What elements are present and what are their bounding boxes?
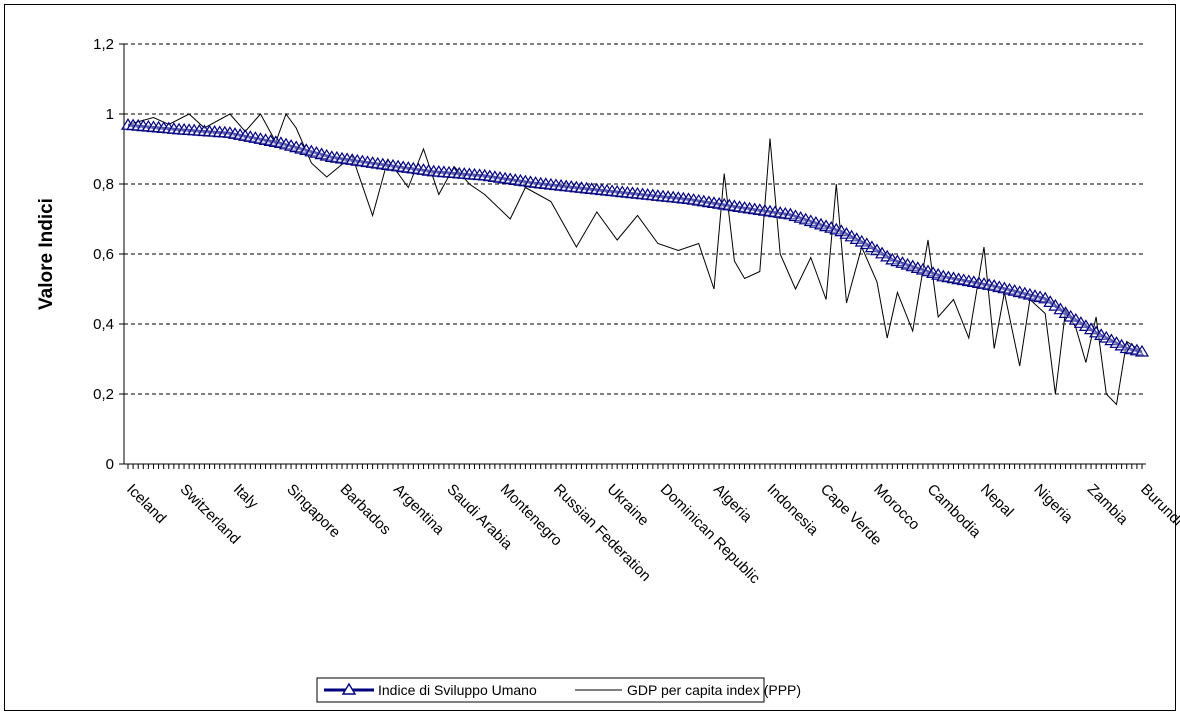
x-tick-label: Nigeria [1030,481,1076,527]
legend-entry-hdi: Indice di Sviluppo Umano [324,682,537,698]
legend-triangle-icon [341,682,357,695]
legend-entry-gdp: GDP per capita index (PPP) [575,682,801,698]
x-tick-label: Italy [230,481,262,513]
legend-box [316,677,765,703]
x-tick-label: Iceland [123,481,169,527]
y-tick-label: 0 [106,456,114,473]
axes [119,43,1146,469]
gdp-line [127,112,1143,406]
x-tick-label: Burundi [1137,481,1180,530]
chart-border [4,4,1176,711]
x-tick-label: Zambia [1084,481,1132,529]
y-tick-label: 0,8 [93,176,114,193]
x-tick-label: Russian Federation [550,481,654,585]
x-tick-label: Ukraine [603,481,652,530]
y-tick-label: 1,2 [93,36,114,53]
x-tick-label: Dominican Republic [657,481,764,588]
x-tick-label: Cambodia [924,481,985,542]
grid-lines [124,43,1146,395]
x-tick-label: Singapore [283,481,343,541]
y-tick-label: 1 [106,106,114,123]
legend-gdp-label: GDP per capita index (PPP) [627,682,801,698]
y-tick-label: 0,6 [93,246,114,263]
gdp-series [127,112,1143,406]
hdi-marker [1134,344,1150,357]
hdi-series [120,118,1150,357]
x-tick-label: Nepal [977,481,1017,521]
x-tick-label: Algeria [710,481,756,527]
x-tick-label: Morocco [870,481,923,534]
x-tick-label: Barbados [337,481,394,538]
y-tick-label: 0,4 [93,316,114,333]
hdi-marker [1104,333,1119,346]
legend-hdi-label: Indice di Sviluppo Umano [378,682,537,698]
x-tick-label: Argentina [390,481,448,539]
hdi-line [127,123,1143,354]
legend: Indice di Sviluppo Umano GDP per capita … [316,677,801,703]
x-tick-label: Indonesia [764,481,822,539]
y-axis-label: Valore Indici [36,198,57,310]
y-tick-label: 0,2 [93,386,114,403]
